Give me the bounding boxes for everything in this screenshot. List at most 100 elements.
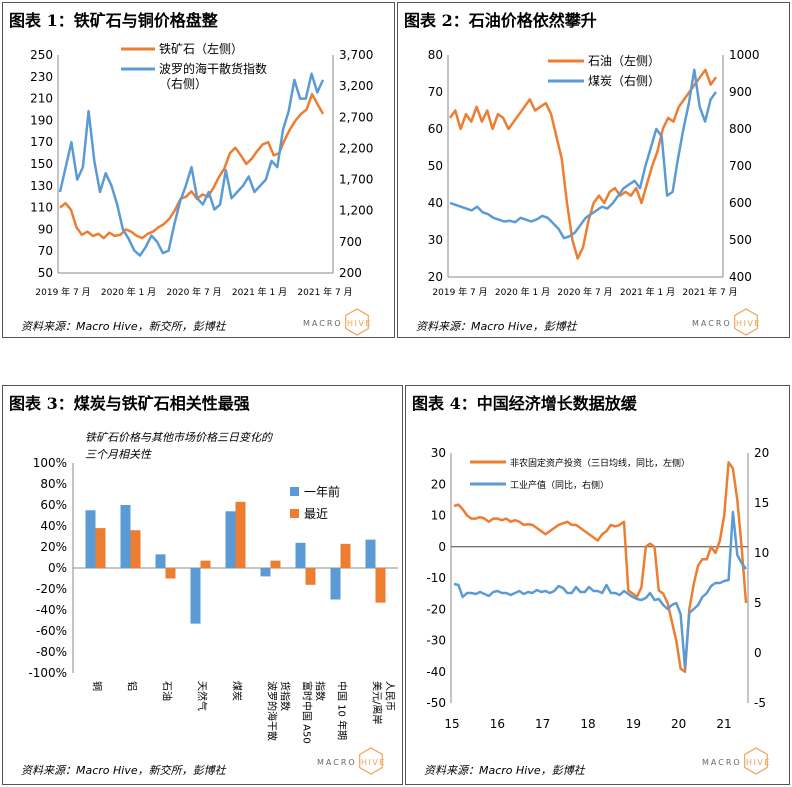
- logo-text-left: MACRO: [303, 319, 343, 328]
- bar-recent: [235, 501, 246, 568]
- category-label: 指数: [314, 681, 327, 701]
- macro-hive-logo: MACRO HIVE: [702, 747, 771, 775]
- chart-3-subtitle: 三个月相关性: [85, 448, 152, 461]
- bar-recent: [95, 528, 106, 568]
- x-tick-label: 2020 年 7 月: [166, 286, 221, 298]
- x-tick-label: 2020 年 7 月: [557, 286, 612, 298]
- x-tick-label: 21: [716, 717, 731, 731]
- bar-recent: [130, 530, 141, 568]
- y-left-tick-label: 130: [30, 179, 53, 193]
- x-tick-label: 15: [444, 717, 459, 731]
- bar-year-ago: [120, 505, 131, 568]
- y-left-tick-label: -50: [426, 696, 446, 710]
- x-tick-label: 16: [490, 717, 505, 731]
- legend-swatch-2: [290, 509, 299, 518]
- category-label: 铝: [126, 681, 138, 691]
- y-tick-label: 0%: [48, 561, 67, 575]
- chart-3-svg: 100% 80% 60% 40% 20% 0% -20% -40% -60% -80% -100% 铁…: [28, 431, 398, 744]
- chart-panel-1: 图表 1：铁矿石与铜价格盘整 250 230 210 190 170 150 130 110 9…: [2, 2, 395, 338]
- bar-recent: [200, 560, 211, 568]
- category-label: 富时中国 A50: [301, 681, 314, 744]
- x-tick-label: 2019 年 7 月: [432, 286, 487, 298]
- legend-label-1: 铁矿石（左侧）: [159, 41, 243, 56]
- x-tick-label: 18: [580, 717, 595, 731]
- y-right-tick-label: 15: [754, 496, 769, 510]
- bar-year-ago: [155, 554, 166, 568]
- x-tick-label: 2020 年 1 月: [495, 286, 550, 298]
- y-left-tick-label: 90: [38, 222, 53, 236]
- y-right-tick-label: 5: [754, 596, 762, 610]
- y-left-tick-label: -30: [426, 634, 446, 648]
- legend-label-1: 一年前: [304, 484, 340, 499]
- y-left-tick-label: 20: [431, 477, 446, 491]
- series-line-2: [58, 72, 325, 257]
- chart-2-title: 图表 2：石油价格依然攀升: [404, 11, 597, 30]
- y-right-tick-label: 3,700: [339, 48, 373, 62]
- category-label: 中国 10 年期: [336, 681, 349, 740]
- y-right-tick-label: 10: [754, 546, 769, 560]
- bar-recent: [375, 568, 386, 603]
- bar-year-ago: [85, 510, 96, 568]
- logo-hexagon-icon: [359, 747, 383, 775]
- y-left-tick-label: 60: [428, 122, 443, 136]
- x-tick-label: 2020 年 1 月: [101, 286, 156, 298]
- y-right-tick-label: 1,200: [339, 204, 373, 218]
- y-left-tick-label: 210: [30, 92, 53, 106]
- series-line-2: [453, 510, 748, 670]
- logo-hexagon-icon: [744, 747, 768, 775]
- y-left-tick-label: -20: [426, 602, 446, 616]
- y-left-tick-label: 170: [30, 135, 53, 149]
- logo-text-right: HIVE: [347, 319, 372, 328]
- y-left-tick-label: 110: [30, 201, 53, 215]
- legend-label-2: 煤炭（右侧）: [588, 73, 660, 88]
- y-tick-label: -80%: [36, 645, 67, 659]
- legend-label-2: 工业产值（同比，右侧）: [510, 479, 609, 491]
- y-left-tick-label: 70: [38, 244, 53, 258]
- logo-text-right: HIVE: [361, 758, 386, 767]
- chart-panel-2: 图表 2：石油价格依然攀升 80 70 60 50 40 30 20 1000 900 800 70…: [397, 2, 790, 338]
- y-left-tick-label: 10: [431, 509, 446, 523]
- y-right-tick-label: 700: [339, 235, 362, 249]
- logo-text-left: MACRO: [692, 319, 732, 328]
- y-right-tick-label: 0: [754, 646, 762, 660]
- category-label: 货指数: [279, 681, 292, 711]
- bar-recent: [340, 543, 351, 568]
- y-left-tick-label: 0: [438, 540, 446, 554]
- series-line-2: [449, 68, 718, 240]
- x-tick-label: 17: [535, 717, 550, 731]
- y-left-tick-label: 30: [428, 233, 443, 247]
- x-tick-label: 2019 年 7 月: [35, 286, 90, 298]
- y-left-tick-label: 250: [30, 48, 53, 62]
- macro-hive-logo: MACRO HIVE: [692, 308, 759, 336]
- y-right-tick-label: 200: [339, 266, 362, 280]
- legend-label-2: 最近: [304, 507, 328, 521]
- y-right-tick-label: 2,200: [339, 141, 373, 155]
- legend-label-1: 石油（左侧）: [588, 53, 660, 68]
- macro-hive-logo: MACRO HIVE: [317, 747, 386, 775]
- chart-3-title: 图表 3：煤炭与铁矿石相关性最强: [9, 394, 250, 413]
- y-right-tick-label: 900: [729, 85, 752, 99]
- chart-1-svg: 250 230 210 190 170 150 130 110 90 70 50 3,700 3,200…: [30, 41, 373, 298]
- chart-2-svg: 80 70 60 50 40 30 20 1000 900 800 700 600 500 400 2019…: [428, 48, 760, 298]
- bar-year-ago: [225, 511, 236, 568]
- bar-year-ago: [295, 542, 306, 568]
- y-left-tick-label: 80: [428, 48, 443, 62]
- y-tick-label: 80%: [40, 477, 67, 491]
- y-left-tick-label: 50: [38, 266, 53, 280]
- bar-year-ago: [260, 568, 271, 577]
- x-tick-label: 2021 年 1 月: [232, 286, 287, 298]
- logo-text-right: HIVE: [746, 758, 771, 767]
- category-label: 天然气: [196, 681, 209, 711]
- chart-4-source: 资料来源：Macro Hive，彭博社: [424, 764, 585, 777]
- macro-hive-logo: MACRO HIVE: [303, 308, 372, 336]
- logo-hexagon-icon: [345, 308, 369, 336]
- y-tick-label: 100%: [33, 456, 67, 470]
- legend-swatch-1: [290, 487, 299, 496]
- y-tick-label: 20%: [40, 540, 67, 554]
- x-tick-label: 2021 年 7 月: [682, 286, 737, 298]
- y-left-tick-label: 190: [30, 113, 53, 127]
- category-label: 石油: [161, 681, 174, 701]
- series-line-1: [453, 461, 748, 674]
- chart-panel-3: 图表 3：煤炭与铁矿石相关性最强 100% 80% 60% 40% 20% 0% -20% -…: [2, 385, 403, 785]
- logo-hexagon-icon: [734, 308, 758, 336]
